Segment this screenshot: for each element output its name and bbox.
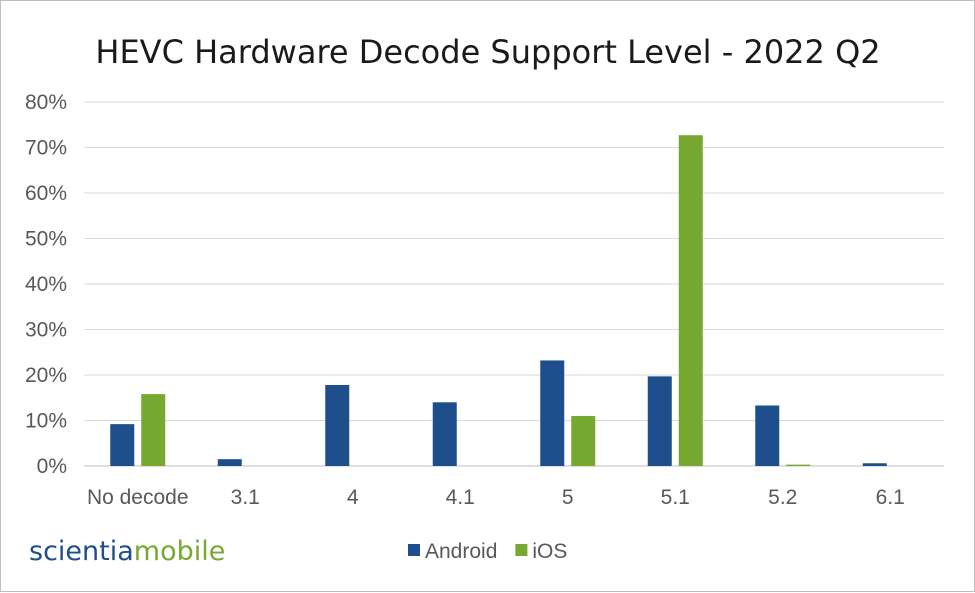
- bar-android-6-1: [862, 463, 887, 466]
- bar-ios-5: [571, 415, 596, 466]
- legend-swatch-ios: [515, 544, 528, 556]
- x-axis: No decode 3.1 4 4.1 5 5.1 5.2 6.1: [87, 486, 905, 509]
- bar-ios-no-decode: [141, 394, 166, 466]
- legend-label-android: Android: [425, 540, 497, 563]
- bar-android-4-1: [432, 402, 457, 466]
- legend-label-ios: iOS: [532, 540, 567, 563]
- scientiamobile-logo: scientiamobile: [29, 536, 225, 567]
- logo-part-scientia: scientia: [29, 536, 134, 567]
- grid: [84, 101, 944, 467]
- x-tick-label: 5: [562, 486, 574, 509]
- chart-title: HEVC Hardware Decode Support Level - 202…: [95, 33, 880, 71]
- y-tick-label: 70%: [25, 137, 67, 160]
- x-tick-label: 5.2: [768, 486, 797, 509]
- x-tick-label: 4.1: [446, 486, 475, 509]
- bars: [110, 135, 887, 466]
- y-axis: 0% 10% 20% 30% 40% 50% 60% 70% 80%: [25, 91, 67, 478]
- bar-android-5-1: [647, 376, 672, 466]
- y-tick-label: 60%: [25, 182, 67, 205]
- x-tick-label: 6.1: [876, 486, 905, 509]
- y-tick-label: 20%: [25, 364, 67, 387]
- bar-ios-5-2: [786, 464, 811, 466]
- bar-android-3-1: [217, 459, 242, 466]
- bar-android-no-decode: [110, 424, 135, 466]
- y-tick-label: 50%: [25, 228, 67, 251]
- y-tick-label: 30%: [25, 319, 67, 342]
- x-tick-label: No decode: [87, 486, 189, 509]
- bar-android-4: [325, 385, 350, 466]
- y-tick-label: 40%: [25, 273, 67, 296]
- y-tick-label: 10%: [25, 410, 67, 433]
- x-tick-label: 4: [347, 486, 359, 509]
- y-tick-label: 80%: [25, 91, 67, 114]
- legend: Android iOS: [408, 540, 567, 563]
- logo-part-mobile: mobile: [134, 536, 226, 567]
- y-tick-label: 0%: [37, 455, 67, 478]
- legend-swatch-android: [408, 544, 420, 556]
- bar-ios-5-1: [678, 135, 703, 466]
- x-tick-label: 5.1: [661, 486, 690, 509]
- bar-android-5: [540, 360, 565, 466]
- x-tick-label: 3.1: [231, 486, 260, 509]
- bar-android-5-2: [755, 405, 780, 466]
